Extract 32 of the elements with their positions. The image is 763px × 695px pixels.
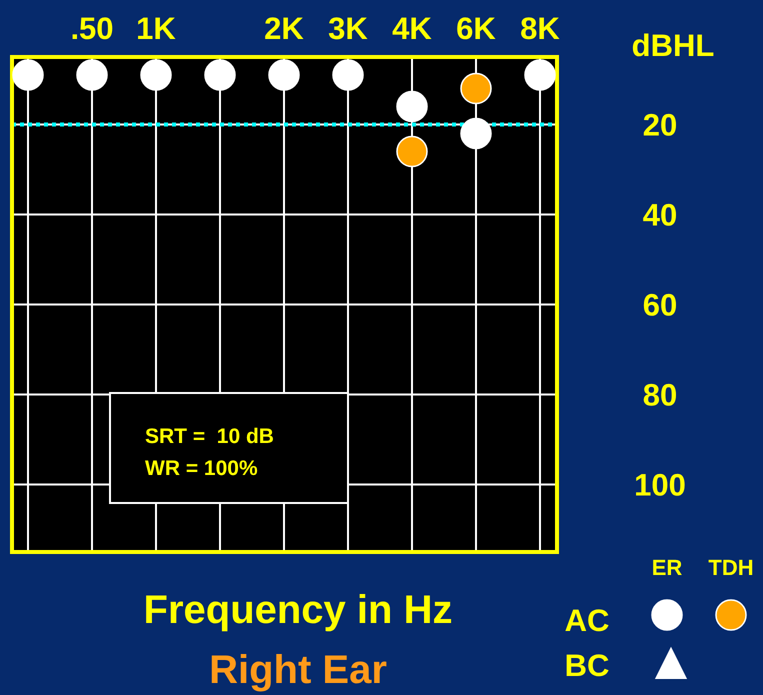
annotation: SRT = 10 dB	[145, 425, 274, 448]
x-tick-label: 2K	[264, 11, 304, 46]
point	[332, 59, 364, 91]
x-tick-label: 3K	[328, 11, 368, 46]
x-tick-label: 6K	[456, 11, 496, 46]
x-axis-title: Frequency in Hz	[144, 588, 452, 632]
y-tick-label: 80	[642, 378, 678, 412]
point	[204, 59, 236, 91]
legend-label: BC	[564, 648, 610, 683]
y-tick-label: 20	[642, 108, 678, 142]
text: AC	[564, 603, 610, 638]
point	[268, 59, 300, 91]
text: Right Ear	[209, 648, 387, 692]
point	[76, 59, 108, 91]
x-tick-label: 1K	[136, 11, 176, 46]
annotation: WR = 100%	[145, 457, 258, 480]
point	[460, 72, 492, 104]
text: ER	[652, 555, 682, 580]
point	[396, 90, 428, 122]
point	[524, 59, 556, 91]
y-tick-label: 40	[642, 198, 678, 232]
point	[460, 118, 492, 150]
x-tick-label: .50	[70, 11, 114, 46]
y-axis-title: dBHL	[632, 28, 714, 63]
y-tick-label: 60	[642, 288, 678, 322]
y-tick-label: 100	[634, 468, 686, 502]
point	[12, 59, 44, 91]
text: TDH	[708, 555, 754, 580]
point	[396, 136, 428, 168]
x-tick-label: 4K	[392, 11, 432, 46]
point	[140, 59, 172, 91]
x-tick-label: 8K	[520, 11, 560, 46]
